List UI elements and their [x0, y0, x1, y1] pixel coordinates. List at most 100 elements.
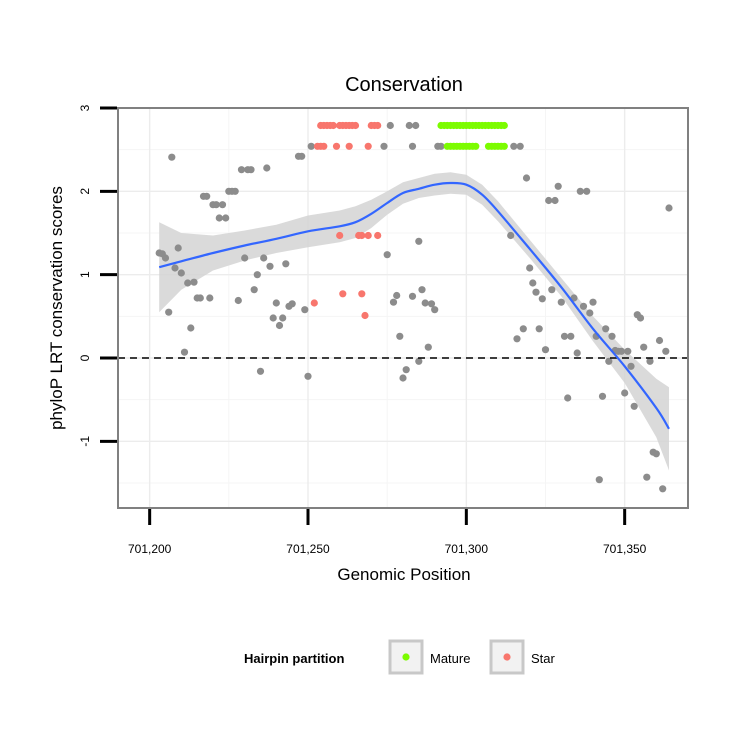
point-other: [437, 142, 445, 150]
point-star: [374, 231, 382, 240]
point-other: [627, 362, 635, 370]
plot-panel: [117, 107, 689, 509]
point-other: [510, 142, 518, 150]
point-other: [250, 286, 258, 294]
point-other: [532, 288, 540, 296]
point-other: [396, 332, 404, 340]
point-other: [586, 309, 594, 317]
point-star: [336, 231, 344, 240]
point-other: [655, 336, 664, 345]
point-other: [187, 324, 195, 332]
legend-dot-star: [503, 653, 511, 661]
point-other: [522, 174, 531, 182]
point-other: [399, 374, 407, 382]
point-other: [538, 295, 546, 303]
point-other: [408, 142, 417, 150]
point-other: [171, 264, 179, 272]
point-star: [329, 121, 337, 130]
point-other: [190, 278, 198, 286]
point-other: [513, 335, 521, 343]
point-other: [605, 357, 613, 365]
x-tick-label: 701,350: [603, 542, 647, 556]
point-other: [421, 299, 429, 307]
legend-label-star: Star: [531, 651, 556, 666]
y-tick-label: 2: [78, 188, 92, 195]
point-other: [665, 204, 673, 212]
legend-title: Hairpin partition: [244, 651, 344, 666]
point-other: [636, 314, 645, 322]
point-other: [222, 214, 230, 222]
point-other: [402, 366, 410, 374]
point-other: [279, 314, 287, 322]
point-other: [174, 244, 182, 252]
y-tick-label: 1: [78, 271, 92, 278]
point-other: [573, 349, 581, 357]
point-star: [358, 231, 366, 240]
point-other: [595, 476, 603, 484]
point-other: [234, 296, 242, 305]
y-tick-label: 3: [78, 104, 92, 111]
point-other: [288, 300, 296, 308]
point-other: [624, 347, 632, 355]
point-other: [263, 164, 271, 172]
point-other: [589, 298, 597, 306]
point-other: [516, 142, 524, 150]
point-other: [298, 152, 306, 160]
smooth-layer: [158, 181, 670, 430]
point-other: [206, 294, 214, 302]
x-axis-title: Genomic Position: [337, 565, 470, 584]
point-other: [431, 306, 439, 314]
point-other: [389, 298, 398, 306]
point-other: [415, 237, 423, 245]
panel-border: [117, 107, 689, 509]
point-other: [564, 394, 572, 402]
point-other: [418, 286, 426, 294]
point-other: [231, 187, 239, 195]
point-other: [617, 347, 626, 355]
point-other: [640, 343, 648, 351]
legend-label-mature: Mature: [430, 651, 470, 666]
point-other: [383, 251, 391, 259]
x-tick-label: 701,300: [445, 542, 489, 556]
point-other: [652, 450, 660, 458]
point-other: [196, 294, 204, 302]
point-star: [345, 142, 353, 150]
x-tick-label: 701,250: [286, 542, 330, 556]
points-layer: [155, 121, 673, 493]
point-other: [386, 121, 394, 130]
point-other: [602, 325, 610, 333]
y-tick-label: 0: [78, 354, 92, 361]
point-star: [351, 121, 360, 130]
point-other: [260, 254, 268, 262]
point-other: [275, 321, 284, 330]
point-other: [535, 325, 543, 333]
point-mature: [500, 142, 508, 150]
point-mature: [472, 142, 480, 150]
point-star: [332, 142, 341, 150]
point-other: [554, 182, 562, 190]
point-other: [161, 254, 170, 262]
point-other: [301, 306, 309, 314]
point-other: [507, 231, 515, 240]
point-other: [165, 308, 173, 316]
confidence-band: [159, 172, 669, 471]
point-other: [659, 485, 667, 493]
point-other: [266, 262, 274, 270]
point-other: [282, 260, 290, 268]
point-other: [212, 201, 220, 209]
point-other: [560, 332, 569, 340]
x-axis: 701,200 701,250 701,300 701,350: [128, 509, 647, 556]
point-star: [364, 142, 372, 150]
point-other: [548, 286, 556, 294]
point-other: [551, 196, 559, 205]
point-other: [180, 348, 189, 356]
point-other: [393, 291, 401, 300]
point-other: [427, 300, 436, 308]
y-axis-title: phyloP LRT conservation scores: [47, 186, 66, 430]
point-other: [415, 357, 423, 365]
point-other: [215, 214, 223, 222]
point-star: [358, 290, 366, 298]
point-other: [241, 254, 249, 262]
point-other: [643, 473, 651, 481]
